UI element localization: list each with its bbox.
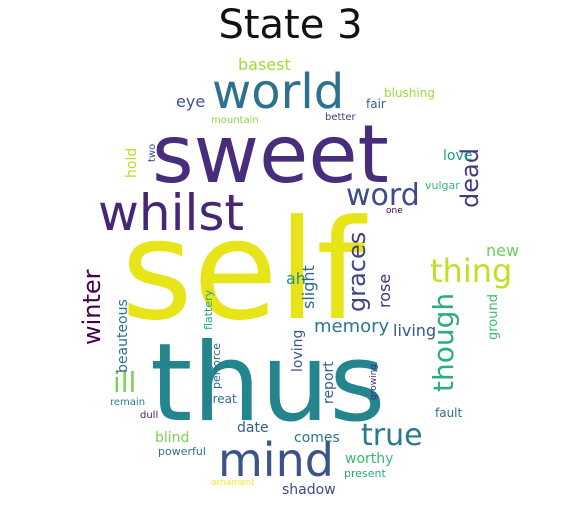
cloud-word-dead: dead — [456, 148, 484, 208]
cloud-word-ornament: ornament — [211, 478, 255, 488]
cloud-word-whilst: whilst — [98, 184, 244, 242]
cloud-word-perforce: perforce — [210, 343, 223, 389]
cloud-word-living: living — [393, 321, 436, 340]
cloud-word-basest: basest — [238, 55, 291, 74]
cloud-word-though: though — [427, 293, 460, 392]
cloud-word-ah: ah — [286, 269, 306, 288]
cloud-word-blushing: blushing — [384, 86, 435, 100]
cloud-word-flattery: flattery — [202, 289, 215, 330]
cloud-word-worthy: worthy — [345, 451, 393, 467]
cloud-word-rose: rose — [375, 274, 394, 308]
cloud-word-report: report — [321, 361, 337, 404]
cloud-word-memory: memory — [314, 316, 390, 337]
cloud-word-date: date — [237, 420, 269, 436]
cloud-word-better: better — [325, 112, 356, 123]
cloud-word-blind: blind — [155, 430, 189, 446]
cloud-word-growing: growing — [369, 364, 379, 400]
cloud-word-comes: comes — [294, 430, 340, 446]
cloud-word-thing: thing — [430, 252, 512, 290]
cloud-word-fault: fault — [435, 406, 463, 420]
cloud-word-fair: fair — [366, 97, 386, 111]
cloud-word-winter: winter — [78, 269, 106, 345]
cloud-word-self: self — [121, 190, 368, 351]
cloud-word-powerful: powerful — [158, 445, 206, 458]
cloud-word-sweet: sweet — [152, 108, 389, 201]
cloud-word-dull: dull — [140, 410, 158, 421]
cloud-word-beauteous: beauteous — [115, 299, 131, 373]
cloud-word-great: great — [205, 392, 237, 406]
chart-title: State 3 — [218, 2, 363, 48]
cloud-word-eye: eye — [176, 92, 205, 111]
cloud-word-true: true — [361, 418, 423, 453]
cloud-word-thus: thus — [150, 321, 386, 446]
cloud-word-shadow: shadow — [282, 482, 336, 498]
cloud-word-ground: ground — [486, 294, 501, 340]
cloud-word-loving: loving — [290, 330, 306, 372]
cloud-word-present: present — [344, 467, 387, 480]
cloud-word-two: two — [147, 144, 158, 162]
cloud-word-mountain: mountain — [211, 115, 259, 126]
cloud-word-word: word — [346, 178, 420, 213]
cloud-word-remain: remain — [110, 397, 145, 408]
cloud-word-mind: mind — [218, 433, 334, 487]
cloud-word-graces: graces — [343, 232, 371, 312]
cloud-word-one: one — [386, 206, 403, 216]
cloud-word-vulgar: vulgar — [425, 179, 460, 192]
cloud-word-ill: ill — [113, 366, 136, 399]
cloud-word-world: world — [212, 64, 344, 120]
cloud-word-hold: hold — [124, 148, 140, 178]
cloud-word-new: new — [486, 241, 519, 260]
cloud-word-love: love — [443, 148, 472, 164]
cloud-word-slight: slight — [299, 265, 318, 309]
